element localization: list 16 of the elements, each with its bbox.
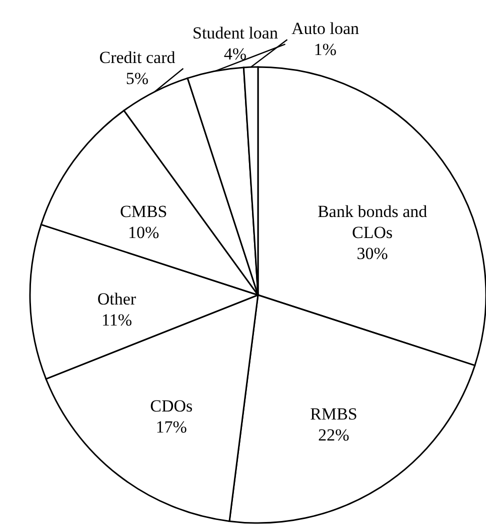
- data-label: 4%: [224, 44, 247, 64]
- data-label: 22%: [318, 425, 350, 444]
- data-label: 5%: [126, 68, 149, 88]
- slice-label: CMBS: [120, 202, 168, 221]
- slice-label: Student loan: [192, 24, 278, 43]
- slice-label: Bank bonds and CLOs: [318, 202, 428, 242]
- data-label: 11%: [101, 310, 132, 330]
- slice-label: Auto loan: [291, 19, 360, 38]
- slice-label: CDOs: [150, 396, 193, 416]
- slice-label: RMBS: [310, 404, 358, 424]
- data-label: 1%: [314, 40, 337, 60]
- slice-label: Other: [97, 289, 136, 308]
- data-label: 10%: [128, 222, 160, 242]
- slice-label: Credit card: [99, 48, 176, 67]
- data-label: 17%: [156, 418, 187, 437]
- data-label: 30%: [356, 244, 388, 263]
